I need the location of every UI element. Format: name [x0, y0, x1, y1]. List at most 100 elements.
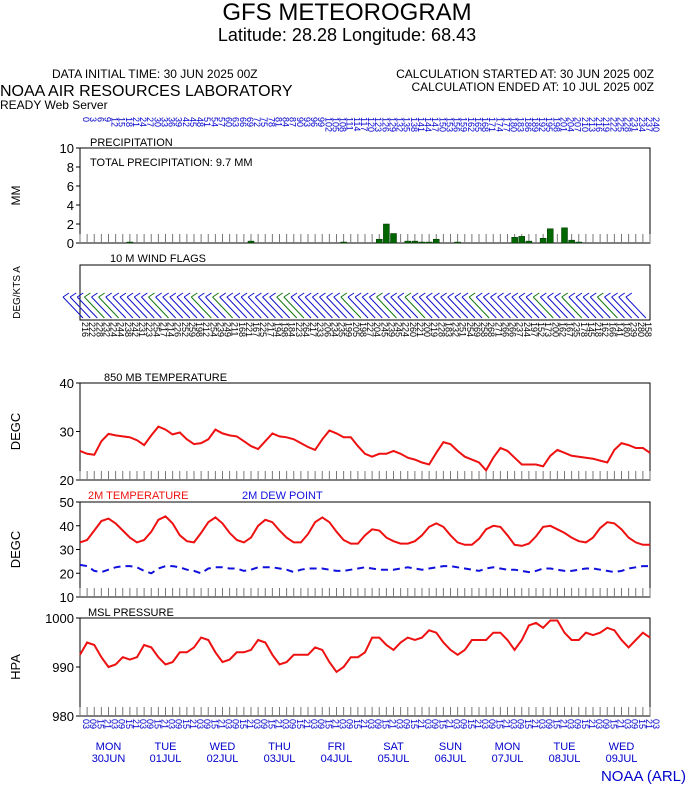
- wind-flag: [468, 296, 490, 319]
- wind-flag-barb: [575, 292, 583, 298]
- hour-label: 225: [615, 117, 625, 132]
- hour-label: 51: [202, 117, 212, 127]
- wind-flag: [155, 296, 176, 319]
- bottom-hour-label: 21: [102, 719, 112, 729]
- hour-label: 144: [423, 117, 433, 132]
- calc-end-time: CALCULATION ENDED AT: 10 JUL 2025 00Z: [411, 80, 654, 94]
- hour-label: 210: [580, 117, 590, 132]
- hour-label: 102: [323, 117, 333, 132]
- wind-flag-barb: [589, 292, 597, 298]
- wind-dir-label: 244: [116, 322, 126, 337]
- hour-label: 0: [81, 117, 91, 122]
- hour-label: 93: [302, 117, 312, 127]
- wind-dir-label: 258: [479, 322, 489, 337]
- wind-dir-label: 200: [422, 322, 432, 337]
- day-label: THU: [268, 741, 291, 753]
- wind-flag-barb: [98, 292, 105, 298]
- wind-dir-label: 212: [201, 322, 211, 337]
- precip-bar: [433, 238, 440, 244]
- wind-flag-barb: [383, 292, 390, 298]
- temp850-ytick-label: 20: [60, 473, 74, 488]
- wind-flag-barb: [340, 292, 348, 298]
- bottom-hour-label: 21: [302, 719, 312, 729]
- wind-flag: [625, 296, 647, 319]
- hour-label: 132: [395, 117, 405, 132]
- hour-label: 48: [195, 117, 205, 127]
- bottom-hour-label: 09: [88, 719, 98, 729]
- temp2m-ytick-label: 50: [60, 495, 74, 510]
- temp2m-ylabel: DEGC: [8, 531, 23, 569]
- dewpoint-line: [79, 563, 650, 575]
- wind-dir-label: 218: [593, 322, 603, 337]
- wind-flag-barb: [76, 292, 84, 298]
- wind-dir-label: 235: [572, 322, 582, 337]
- wind-flag: [540, 296, 561, 319]
- wind-dir-label: 167: [251, 322, 261, 337]
- wind-flag: [547, 296, 568, 319]
- wind-flag: [568, 296, 590, 319]
- wind-flag: [597, 296, 618, 319]
- wind-flag: [276, 296, 298, 319]
- wind-flag-barb: [518, 292, 526, 298]
- bottom-hour-label: 09: [544, 719, 554, 729]
- wind-flag-barb: [468, 292, 476, 298]
- bottom-hour-label: 03: [81, 719, 91, 729]
- wind-flag-barb: [283, 292, 291, 298]
- wind-flag: [141, 296, 162, 319]
- wind-flag: [219, 296, 241, 319]
- bottom-hour-label: 09: [145, 719, 155, 729]
- wind-flag: [447, 296, 469, 319]
- date-label: 04JUL: [321, 753, 353, 765]
- bottom-hour-label: 03: [480, 719, 490, 729]
- wind-flag: [126, 296, 148, 319]
- hour-label: 24: [138, 117, 148, 127]
- bottom-hour-label: 21: [587, 719, 597, 729]
- wind-flag-barb: [561, 292, 569, 298]
- hour-label: 12: [110, 117, 120, 127]
- hour-label: 165: [473, 117, 483, 132]
- wind-flag: [226, 296, 248, 319]
- bottom-hour-label: 03: [395, 719, 405, 729]
- wind-dir-label: 219: [429, 322, 439, 337]
- hour-label: 90: [295, 117, 305, 127]
- wind-flag-barb: [532, 292, 540, 298]
- bottom-hour-label: 09: [601, 719, 611, 729]
- wind-flag-barb: [105, 292, 113, 298]
- wind-flag-barb: [233, 292, 241, 298]
- wind-flag: [397, 296, 419, 319]
- bottom-hour-label: 09: [174, 719, 184, 729]
- bottom-hour-label: 03: [537, 719, 547, 729]
- bottom-hour-label: 21: [245, 719, 255, 729]
- wind-flag: [133, 296, 155, 319]
- wind-dir-label: 204: [372, 322, 382, 337]
- bottom-hour-label: 03: [651, 719, 661, 729]
- wind-flag: [440, 296, 461, 319]
- wind-flag: [62, 296, 84, 319]
- bottom-hour-label: 15: [580, 719, 590, 729]
- wind-dir-label: 198: [280, 322, 290, 337]
- precip-bar: [383, 223, 390, 244]
- wind-flag-barb: [198, 292, 205, 298]
- wind-dir-label: 232: [451, 322, 461, 337]
- hour-label: 75: [259, 117, 269, 127]
- bottom-hour-label: 15: [437, 719, 447, 729]
- day-label: SAT: [383, 741, 404, 753]
- wind-flag: [376, 296, 397, 319]
- precip-ytick-label: 8: [67, 160, 74, 175]
- wind-flag-barb: [411, 292, 419, 298]
- hour-label: 222: [608, 117, 618, 132]
- hour-label: 198: [551, 117, 561, 132]
- wind-dir-label: 271: [493, 322, 503, 337]
- wind-dir-label: 245: [394, 322, 404, 337]
- wind-flag-barb: [540, 292, 547, 298]
- wind-flag-barb: [426, 292, 433, 298]
- precip-bar: [411, 240, 419, 244]
- wind-flag: [383, 296, 404, 319]
- wind-dir-label: 223: [294, 322, 304, 337]
- bottom-hour-label: 21: [416, 719, 426, 729]
- bottom-hour-label: 09: [573, 719, 583, 729]
- wind-panel-frame: [79, 264, 651, 321]
- wind-flag-barb: [62, 292, 70, 298]
- wind-flag: [554, 296, 575, 319]
